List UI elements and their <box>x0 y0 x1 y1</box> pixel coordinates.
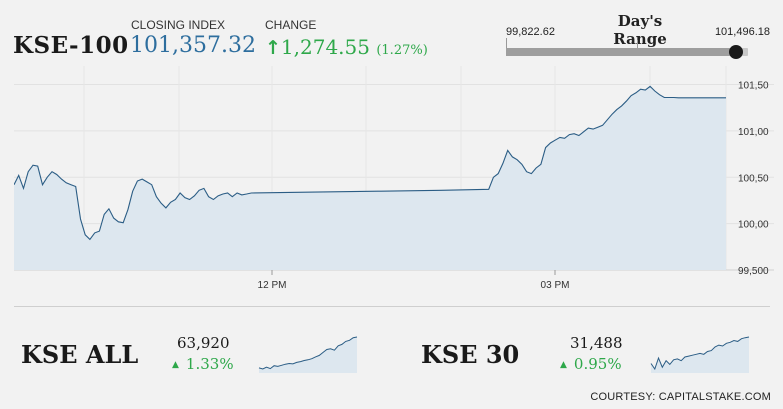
range-start-tick <box>506 38 507 48</box>
arrow-up-icon: ↑ <box>265 37 281 59</box>
mini-index-change-kse-30: ▲ 0.95% <box>560 355 622 373</box>
mini-index-value-kse-30: 31,488 <box>570 334 623 352</box>
triangle-up-icon: ▲ <box>172 360 179 370</box>
intraday-chart: 101,50 101,00 100,50 100,00 99,500 12 PM 03 P… <box>14 66 774 291</box>
y-tick-label: 101,00 <box>738 127 769 138</box>
mini-area <box>259 337 357 373</box>
y-axis-ticks: 101,50 101,00 100,50 100,00 99,500 <box>738 81 769 277</box>
price-area <box>14 86 726 271</box>
y-tick-label: 99,500 <box>738 266 769 277</box>
triangle-up-icon: ▲ <box>560 360 567 370</box>
courtesy-credit: COURTESY: CAPITALSTAKE.COM <box>590 391 771 403</box>
days-range-fill <box>506 48 736 56</box>
price-line <box>14 85 726 241</box>
index-name: KSE-100 <box>13 32 129 59</box>
closing-index-value: 101,357.32 <box>130 33 256 58</box>
mini-chart-kse-30 <box>650 336 750 373</box>
change-value-group: ↑1,274.55 (1.27%) <box>265 35 428 59</box>
mini-index-name-kse-all: KSE ALL <box>21 340 139 369</box>
mini-change-text: 0.95% <box>573 355 622 373</box>
days-range-high: 101,496.18 <box>714 26 770 38</box>
mini-index-change-kse-all: ▲ 1.33% <box>172 355 234 373</box>
days-range-marker <box>728 45 743 59</box>
range-mid-tick <box>637 40 638 48</box>
closing-index-label: CLOSING INDEX <box>131 18 226 32</box>
y-tick-label: 101,50 <box>738 81 769 92</box>
section-divider <box>14 306 770 307</box>
mini-line <box>258 336 358 370</box>
x-tick-label: 12 PM <box>258 280 287 291</box>
change-percent: (1.27%) <box>376 43 428 58</box>
mini-chart-kse-all <box>258 336 358 373</box>
change-label: CHANGE <box>265 18 317 32</box>
mini-change-text: 1.33% <box>185 355 234 373</box>
days-range-bar <box>506 40 748 56</box>
mini-index-name-kse-30: KSE 30 <box>421 340 520 369</box>
mini-area <box>651 337 749 373</box>
change-value: 1,274.55 <box>280 35 370 59</box>
days-range-title: Day's Range <box>613 12 667 48</box>
x-tick-label: 03 PM <box>541 280 570 291</box>
x-axis-ticks: 12 PM 03 PM <box>258 270 570 291</box>
y-tick-label: 100,00 <box>738 220 769 231</box>
mini-index-value-kse-all: 63,920 <box>177 334 230 352</box>
mini-line <box>650 336 750 371</box>
y-tick-label: 100,50 <box>738 173 769 184</box>
days-range-low: 99,822.62 <box>506 26 555 38</box>
